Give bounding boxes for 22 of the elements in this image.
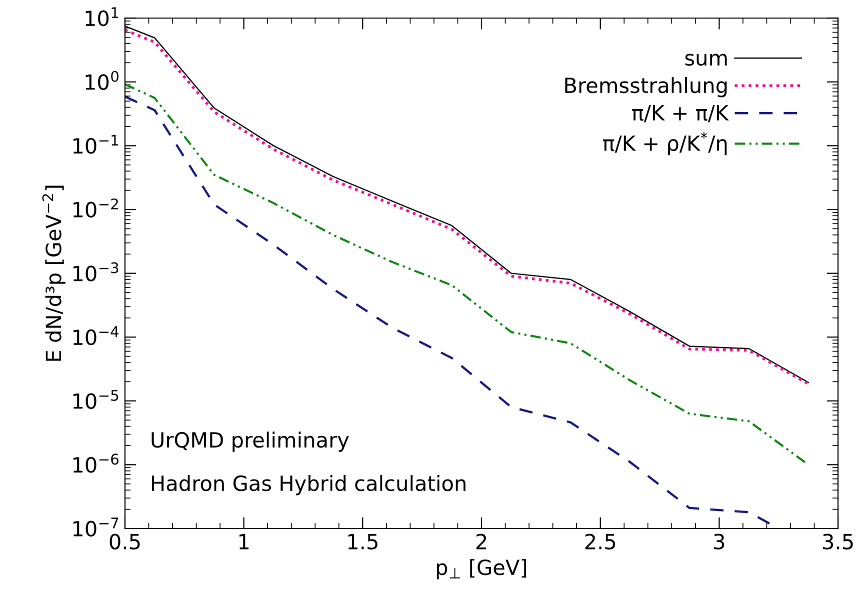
y-tick-label: 10$^{−5}$ (73, 390, 118, 409)
legend-label: sum (685, 54, 727, 66)
y-tick-label: 10$^{1}$ (86, 7, 118, 26)
legend-label: Bremsstrahlung (565, 77, 727, 98)
y-tick-label: 10$^{−4}$ (73, 326, 119, 346)
x-tick-label: 1.5 (348, 534, 378, 550)
annotation: Hadron Gas Hybrid calculation (152, 475, 466, 496)
y-tick-label: 10$^{−1}$ (73, 134, 118, 154)
y-tick-label: 10$^{0}$ (86, 70, 118, 90)
x-axis-title: p$_{⊥}$ [GeV] (436, 559, 526, 580)
x-tick-label: 3 (714, 534, 724, 550)
y-tick-label: 10$^{−3}$ (73, 262, 118, 282)
x-tick-label: 2.5 (585, 534, 616, 550)
x-tick-label: 1 (239, 534, 249, 550)
x-tick-label: 2 (476, 534, 486, 550)
annotation: UrQMD preliminary (152, 432, 349, 452)
y-axis-title: E dN/d³p [GeV$^{−2}$] (42, 186, 66, 361)
x-tick-label: 3.5 (823, 534, 853, 550)
y-tick-label: 10$^{−2}$ (73, 198, 118, 218)
y-tick-label: 10$^{−6}$ (73, 454, 118, 473)
legend-label: π/K + π/K (632, 105, 729, 122)
legend-label: π/K + ρ/K$^{*}$/η (603, 132, 727, 156)
